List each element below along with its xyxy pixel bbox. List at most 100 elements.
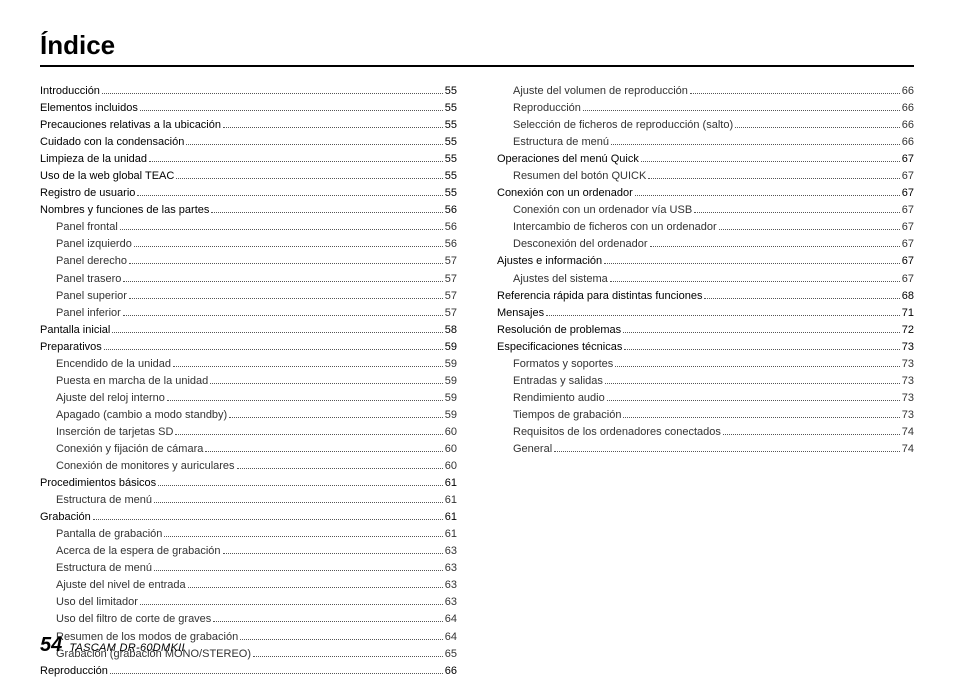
toc-entry[interactable]: Uso del filtro de corte de graves64 (56, 611, 457, 628)
toc-entry-leader (735, 127, 900, 128)
toc-entry-label: Registro de usuario (40, 185, 135, 202)
toc-entry-leader (176, 178, 442, 179)
toc-entry[interactable]: Resolución de problemas72 (497, 322, 914, 339)
toc-entry[interactable]: Registro de usuario55 (40, 185, 457, 202)
toc-entry-label: Conexión con un ordenador vía USB (513, 202, 692, 219)
toc-entry-label: Intercambio de ficheros con un ordenador (513, 219, 717, 236)
toc-entry-page: 74 (902, 441, 914, 458)
toc-entry-leader (154, 570, 443, 571)
toc-entry[interactable]: Tiempos de grabación73 (513, 407, 914, 424)
toc-entry-label: Entradas y salidas (513, 373, 603, 390)
toc-entry-leader (158, 485, 443, 486)
toc-entry[interactable]: Resumen del botón QUICK67 (513, 168, 914, 185)
toc-entry[interactable]: Puesta en marcha de la unidad59 (56, 373, 457, 390)
toc-entry[interactable]: Panel superior57 (56, 288, 457, 305)
toc-entry-label: Inserción de tarjetas SD (56, 424, 173, 441)
toc-entry[interactable]: Elementos incluidos55 (40, 100, 457, 117)
toc-entry[interactable]: Grabación61 (40, 509, 457, 526)
toc-entry[interactable]: Intercambio de ficheros con un ordenador… (513, 219, 914, 236)
toc-entry-leader (554, 451, 900, 452)
toc-entry[interactable]: Reproducción66 (40, 663, 457, 680)
title-rule (40, 65, 914, 67)
toc-entry[interactable]: Estructura de menú66 (513, 134, 914, 151)
toc-entry[interactable]: Ajuste del volumen de reproducción66 (513, 83, 914, 100)
toc-entry[interactable]: Conexión y fijación de cámara60 (56, 441, 457, 458)
toc-entry-leader (635, 195, 900, 196)
toc-entry-page: 63 (445, 560, 457, 577)
toc-entry[interactable]: Selección de ficheros de reproducción (s… (513, 117, 914, 134)
toc-entry[interactable]: Panel frontal56 (56, 219, 457, 236)
toc-entry-page: 67 (902, 185, 914, 202)
toc-entry-label: Panel trasero (56, 271, 121, 288)
toc-entry-leader (140, 604, 443, 605)
toc-entry[interactable]: Entradas y salidas73 (513, 373, 914, 390)
toc-entry[interactable]: Reproducción66 (513, 100, 914, 117)
toc-entry[interactable]: Ajustes e información67 (497, 253, 914, 270)
toc-entry-page: 67 (902, 271, 914, 288)
toc-entry-leader (253, 656, 443, 657)
toc-entry-page: 59 (445, 356, 457, 373)
toc-entry[interactable]: Conexión con un ordenador vía USB67 (513, 202, 914, 219)
toc-entry-page: 56 (445, 219, 457, 236)
toc-entry-leader (623, 332, 900, 333)
toc-entry-leader (615, 366, 899, 367)
toc-entry-leader (123, 315, 443, 316)
toc-entry[interactable]: Requisitos de los ordenadores conectados… (513, 424, 914, 441)
toc-entry[interactable]: Inserción de tarjetas SD60 (56, 424, 457, 441)
toc-entry[interactable]: Nombres y funciones de las partes56 (40, 202, 457, 219)
toc-entry[interactable]: Panel trasero57 (56, 271, 457, 288)
toc-entry-label: Uso del limitador (56, 594, 138, 611)
toc-entry[interactable]: Pantalla inicial58 (40, 322, 457, 339)
toc-entry[interactable]: Uso de la web global TEAC55 (40, 168, 457, 185)
toc-entry-page: 58 (445, 322, 457, 339)
toc-entry[interactable]: Estructura de menú 63 (56, 560, 457, 577)
toc-entry-page: 73 (902, 339, 914, 356)
toc-entry-leader (607, 400, 900, 401)
toc-entry[interactable]: Conexión con un ordenador67 (497, 185, 914, 202)
toc-entry-label: Estructura de menú (56, 560, 152, 577)
toc-entry[interactable]: Panel izquierdo56 (56, 236, 457, 253)
toc-entry[interactable]: Pantalla de grabación61 (56, 526, 457, 543)
toc-entry-label: Operaciones del menú Quick (497, 151, 639, 168)
toc-entry-page: 63 (445, 543, 457, 560)
toc-entry[interactable]: Estructura de menú61 (56, 492, 457, 509)
toc-entry-label: Precauciones relativas a la ubicación (40, 117, 221, 134)
toc-entry-label: Panel superior (56, 288, 127, 305)
toc-entry[interactable]: Panel inferior57 (56, 305, 457, 322)
toc-entry-page: 66 (902, 117, 914, 134)
toc-entry[interactable]: Cuidado con la condensación55 (40, 134, 457, 151)
toc-entry-page: 67 (902, 253, 914, 270)
toc-entry-label: Procedimientos básicos (40, 475, 156, 492)
toc-entry[interactable]: Conexión de monitores y auriculares60 (56, 458, 457, 475)
toc-entry[interactable]: Referencia rápida para distintas funcion… (497, 288, 914, 305)
toc-entry[interactable]: Rendimiento audio73 (513, 390, 914, 407)
toc-entry[interactable]: Acerca de la espera de grabación63 (56, 543, 457, 560)
toc-entry-page: 66 (902, 83, 914, 100)
toc-entry-leader (611, 144, 900, 145)
toc-entry[interactable]: Ajustes del sistema67 (513, 271, 914, 288)
toc-entry[interactable]: Precauciones relativas a la ubicación55 (40, 117, 457, 134)
toc-entry-leader (110, 673, 443, 674)
toc-entry[interactable]: Panel derecho57 (56, 253, 457, 270)
toc-entry[interactable]: Apagado (cambio a modo standby)59 (56, 407, 457, 424)
toc-entry[interactable]: Preparativos59 (40, 339, 457, 356)
toc-entry[interactable]: General74 (513, 441, 914, 458)
toc-entry[interactable]: Ajuste del reloj interno59 (56, 390, 457, 407)
toc-entry-leader (104, 349, 443, 350)
toc-entry[interactable]: Ajuste del nivel de entrada63 (56, 577, 457, 594)
toc-entry-leader (694, 212, 900, 213)
toc-entry[interactable]: Desconexión del ordenador67 (513, 236, 914, 253)
toc-entry-page: 66 (902, 134, 914, 151)
toc-entry[interactable]: Mensajes71 (497, 305, 914, 322)
toc-entry[interactable]: Introducción55 (40, 83, 457, 100)
toc-entry-label: Apagado (cambio a modo standby) (56, 407, 227, 424)
toc-entry[interactable]: Uso del limitador63 (56, 594, 457, 611)
toc-entry[interactable]: Formatos y soportes73 (513, 356, 914, 373)
toc-entry-label: Nombres y funciones de las partes (40, 202, 209, 219)
toc-entry[interactable]: Encendido de la unidad59 (56, 356, 457, 373)
toc-entry-page: 73 (902, 407, 914, 424)
toc-entry[interactable]: Limpieza de la unidad55 (40, 151, 457, 168)
toc-entry[interactable]: Especificaciones técnicas73 (497, 339, 914, 356)
toc-entry[interactable]: Operaciones del menú Quick67 (497, 151, 914, 168)
toc-entry[interactable]: Procedimientos básicos61 (40, 475, 457, 492)
